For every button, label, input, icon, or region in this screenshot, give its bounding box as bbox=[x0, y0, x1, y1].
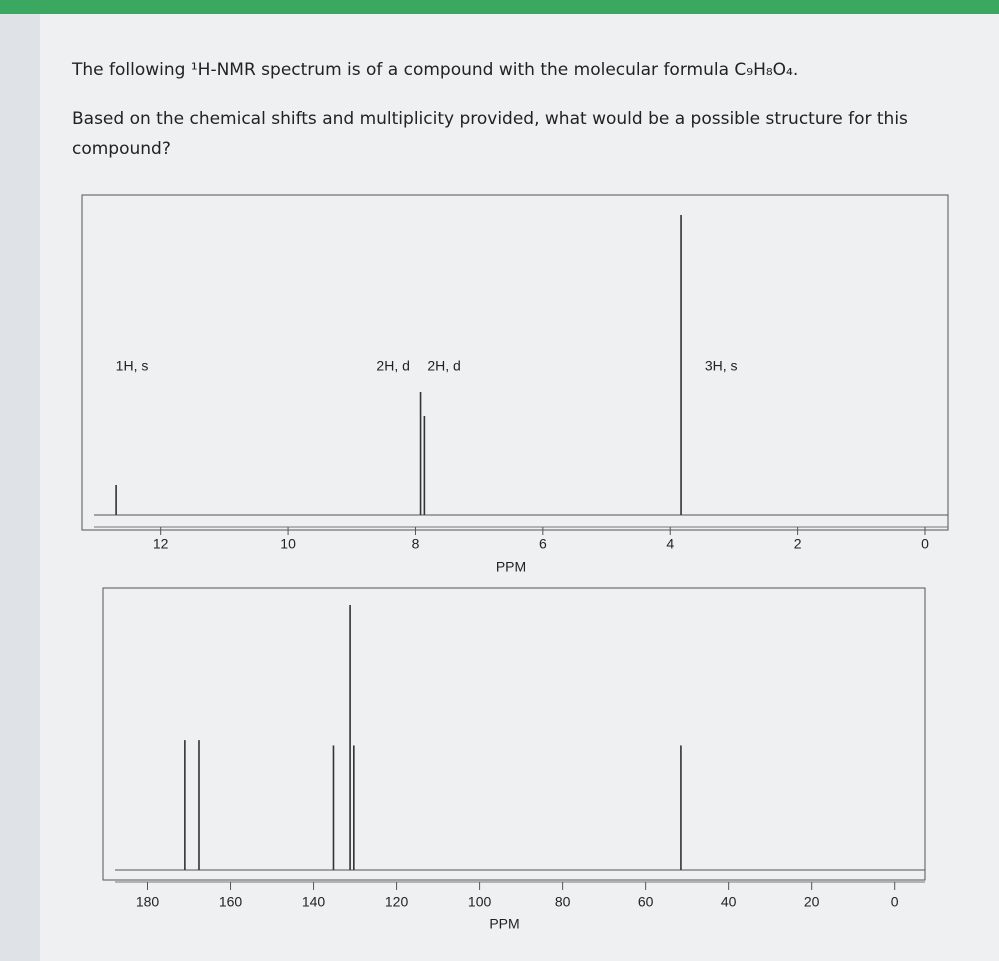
x-tick-label: 10 bbox=[280, 536, 296, 552]
x-tick-label: 180 bbox=[136, 894, 160, 910]
plot-frame bbox=[81, 194, 949, 531]
x-tick-label: 80 bbox=[555, 894, 571, 910]
x-tick-label: 6 bbox=[539, 536, 547, 552]
x-tick-label: 20 bbox=[804, 894, 820, 910]
x-tick-label: 0 bbox=[891, 894, 899, 910]
question-line: The following ¹H-NMR spectrum is of a co… bbox=[72, 60, 799, 80]
peak-annotation: 3H, s bbox=[705, 358, 738, 374]
x-tick-label: 120 bbox=[385, 894, 409, 910]
question-line: Based on the chemical shifts and multipl… bbox=[72, 109, 908, 159]
peak-annotation: 2H, d bbox=[427, 358, 460, 374]
x-tick-label: 12 bbox=[153, 536, 169, 552]
x-tick-label: 160 bbox=[219, 894, 243, 910]
peak-annotation: 1H, s bbox=[116, 358, 149, 374]
x-tick-label: 40 bbox=[721, 894, 737, 910]
x-tick-label: 60 bbox=[638, 894, 654, 910]
peak-annotation: 2H, d bbox=[376, 358, 409, 374]
x-axis-label: PPM bbox=[496, 559, 526, 575]
x-tick-label: 4 bbox=[666, 536, 674, 552]
x-axis-label: PPM bbox=[489, 916, 519, 932]
top-bar bbox=[0, 0, 999, 14]
panel bbox=[40, 14, 999, 961]
x-tick-label: 100 bbox=[468, 894, 492, 910]
plot-frame bbox=[102, 587, 926, 881]
x-tick-label: 140 bbox=[302, 894, 326, 910]
x-tick-label: 0 bbox=[921, 536, 929, 552]
x-tick-label: 8 bbox=[412, 536, 420, 552]
x-tick-label: 2 bbox=[794, 536, 802, 552]
